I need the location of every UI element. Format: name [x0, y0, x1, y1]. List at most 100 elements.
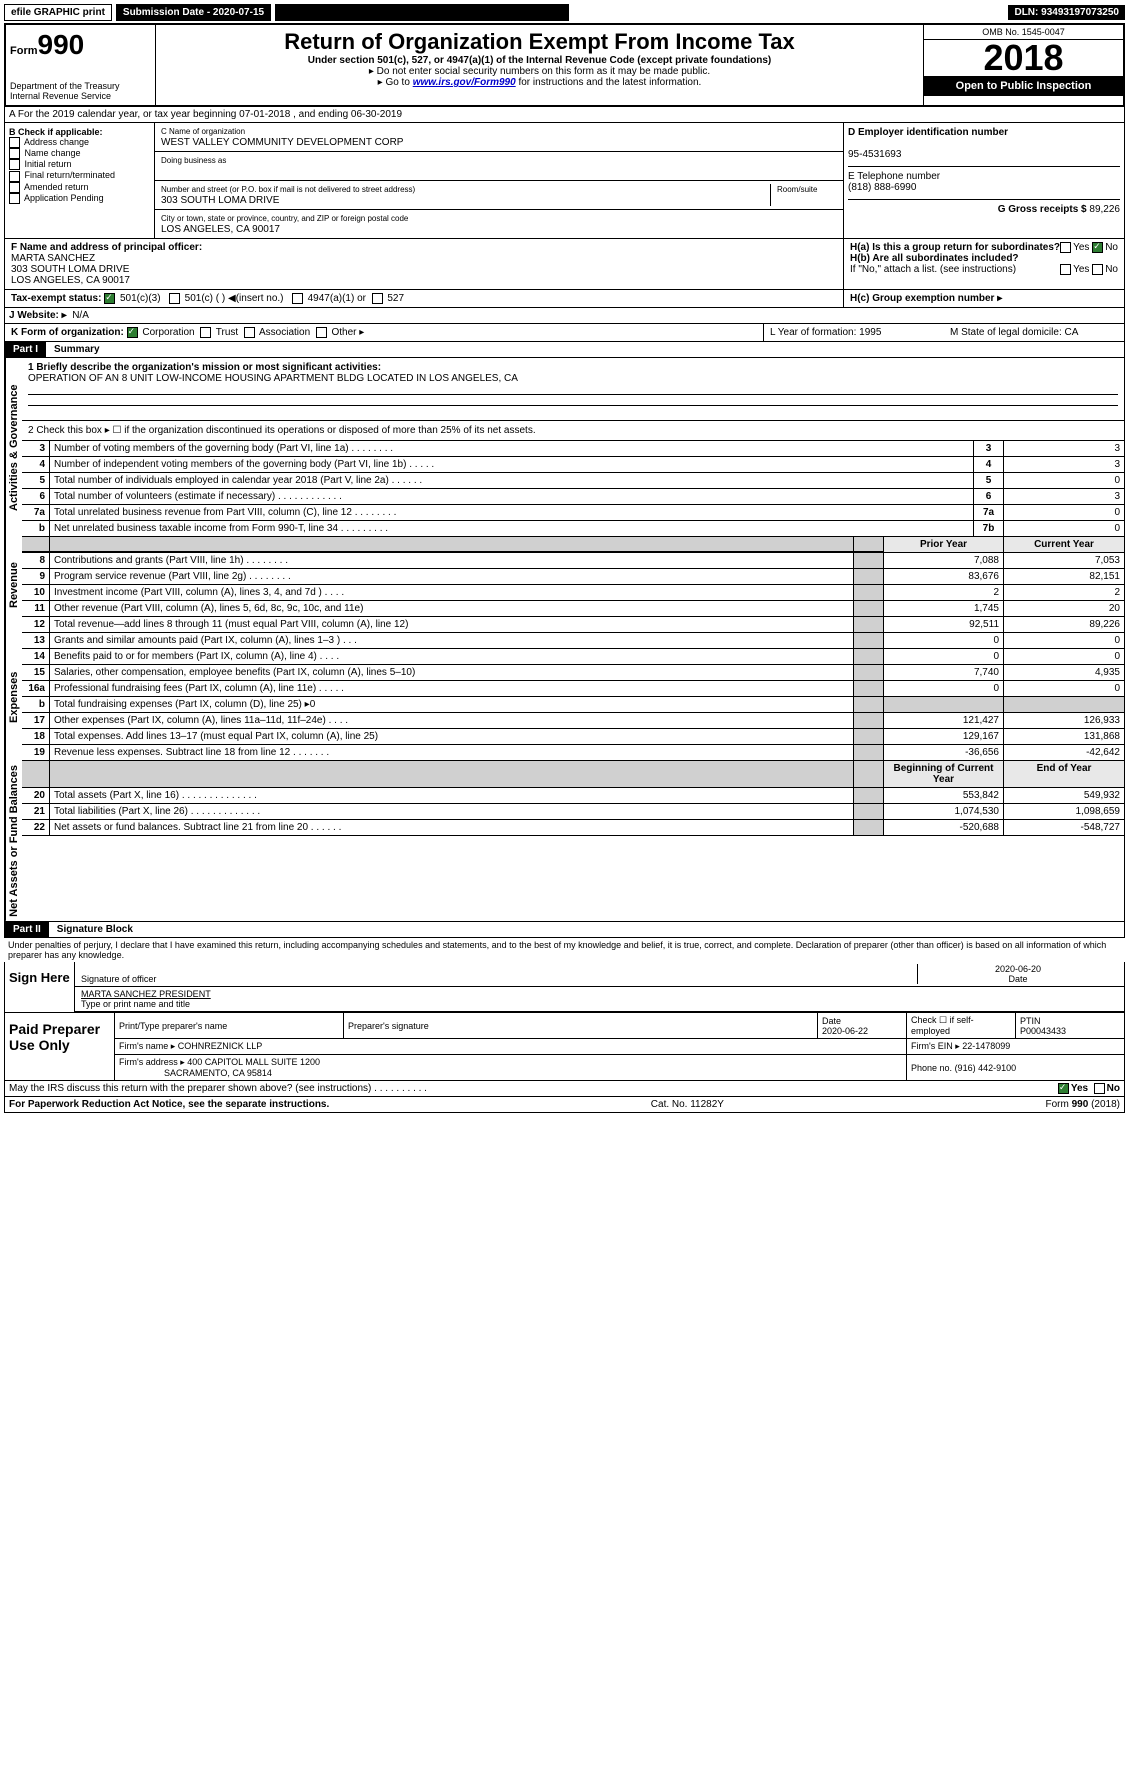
submission-date-button[interactable]: Submission Date - 2020-07-15	[116, 4, 271, 21]
box-h: H(a) Is this a group return for subordin…	[844, 239, 1124, 289]
part2-header: Part II	[5, 922, 49, 937]
checkbox-discuss-no[interactable]	[1094, 1083, 1105, 1094]
efile-button[interactable]: efile GRAPHIC print	[4, 4, 112, 21]
form-subtitle: Under section 501(c), 527, or 4947(a)(1)…	[160, 55, 919, 66]
header-left: Form990 Department of the Treasury Inter…	[6, 25, 156, 105]
net-header-row: Beginning of Current Year End of Year	[22, 761, 1124, 788]
line-row: 13Grants and similar amounts paid (Part …	[22, 633, 1124, 649]
q1-answer: OPERATION OF AN 8 UNIT LOW-INCOME HOUSIN…	[28, 373, 518, 384]
line-row: bTotal fundraising expenses (Part IX, co…	[22, 697, 1124, 713]
box-f-label: F Name and address of principal officer:	[11, 242, 202, 253]
begin-year-header: Beginning of Current Year	[884, 761, 1004, 788]
checkbox-hb-yes[interactable]	[1060, 264, 1071, 275]
line-row: 18Total expenses. Add lines 13–17 (must …	[22, 729, 1124, 745]
checkbox-initial-return[interactable]	[9, 159, 20, 170]
line-row: 19Revenue less expenses. Subtract line 1…	[22, 745, 1124, 761]
box-l: L Year of formation: 1995	[764, 324, 944, 341]
checkbox-hb-no[interactable]	[1092, 264, 1103, 275]
current-year-header: Current Year	[1004, 537, 1124, 553]
net-assets-section: Net Assets or Fund Balances Beginning of…	[4, 761, 1125, 922]
sig-officer-label: Signature of officer	[81, 974, 156, 984]
checkbox-501c[interactable]	[169, 293, 180, 304]
firm-phone-label: Phone no.	[911, 1063, 952, 1073]
line-row: bNet unrelated business taxable income f…	[22, 521, 1124, 537]
prior-year-header: Prior Year	[884, 537, 1004, 553]
line-row: 8Contributions and grants (Part VIII, li…	[22, 553, 1124, 569]
box-hc: H(c) Group exemption number ▸	[850, 293, 1002, 304]
checkbox-501c3[interactable]	[104, 293, 115, 304]
line-row: 3Number of voting members of the governi…	[22, 441, 1124, 457]
line-row: 9Program service revenue (Part VIII, lin…	[22, 569, 1124, 585]
part1-header: Part I	[5, 342, 46, 357]
governance-section: Activities & Governance 1 Briefly descri…	[4, 358, 1125, 537]
expenses-label: Expenses	[5, 633, 22, 761]
dln-label: DLN: 93493197073250	[1008, 5, 1125, 20]
form-note-2: ▸ Go to www.irs.gov/Form990 for instruct…	[160, 77, 919, 88]
part2-title: Signature Block	[49, 922, 141, 937]
part1-header-row: Part I Summary	[4, 342, 1125, 358]
officer-addr1: 303 SOUTH LOMA DRIVE	[11, 264, 129, 275]
line-row: 5Total number of individuals employed in…	[22, 473, 1124, 489]
part2-header-row: Part II Signature Block	[4, 922, 1125, 938]
firm-addr1: 400 CAPITOL MALL SUITE 1200	[187, 1057, 320, 1067]
signature-block: Sign Here Signature of officer 2020-06-2…	[4, 962, 1125, 1013]
checkbox-assoc[interactable]	[244, 327, 255, 338]
expenses-section: Expenses 13Grants and similar amounts pa…	[4, 633, 1125, 761]
line-row: 20Total assets (Part X, line 16) . . . .…	[22, 788, 1124, 804]
checkbox-amended[interactable]	[9, 182, 20, 193]
checkbox-ha-no[interactable]	[1092, 242, 1103, 253]
line-row: 10Investment income (Part VIII, column (…	[22, 585, 1124, 601]
section-a: A For the 2019 calendar year, or tax yea…	[4, 107, 1125, 123]
phone-label: E Telephone number	[848, 171, 940, 182]
name-label: C Name of organization	[161, 127, 245, 136]
governance-label: Activities & Governance	[5, 358, 22, 537]
header-center: Return of Organization Exempt From Incom…	[156, 25, 923, 105]
officer-addr2: LOS ANGELES, CA 90017	[11, 275, 130, 286]
dba-label: Doing business as	[161, 156, 226, 165]
gross-value: 89,226	[1089, 204, 1120, 215]
line-row: 6Total number of volunteers (estimate if…	[22, 489, 1124, 505]
room-label: Room/suite	[777, 185, 817, 194]
checkbox-trust[interactable]	[200, 327, 211, 338]
firm-ein: 22-1478099	[962, 1041, 1010, 1051]
box-f: F Name and address of principal officer:…	[5, 239, 844, 289]
tax-exempt-label: Tax-exempt status:	[11, 293, 101, 304]
open-public-label: Open to Public Inspection	[924, 76, 1123, 96]
line-row: 15Salaries, other compensation, employee…	[22, 665, 1124, 681]
box-b: B Check if applicable: Address change Na…	[5, 123, 155, 238]
firm-ein-label: Firm's EIN ▸	[911, 1041, 960, 1051]
sign-here-label: Sign Here	[5, 962, 75, 1012]
form-header: Form990 Department of the Treasury Inter…	[4, 23, 1125, 107]
gross-label: G Gross receipts $	[998, 204, 1087, 215]
sig-date: 2020-06-20	[995, 964, 1041, 974]
preparer-block: Paid Preparer Use Only Print/Type prepar…	[4, 1013, 1125, 1081]
end-year-header: End of Year	[1004, 761, 1124, 788]
checkbox-pending[interactable]	[9, 193, 20, 204]
box-k-label: K Form of organization:	[11, 327, 124, 338]
revenue-section: Revenue Prior Year Current Year 8Contrib…	[4, 537, 1125, 633]
checkbox-4947[interactable]	[292, 293, 303, 304]
firm-name: COHNREZNICK LLP	[178, 1041, 263, 1051]
checkbox-corp[interactable]	[127, 327, 138, 338]
prep-name-label: Print/Type preparer's name	[119, 1021, 227, 1031]
checkbox-address-change[interactable]	[9, 137, 20, 148]
self-employed-check[interactable]: Check ☐ if self-employed	[911, 1015, 974, 1036]
checkbox-discuss-yes[interactable]	[1058, 1083, 1069, 1094]
ein-value: 95-4531693	[848, 149, 901, 160]
checkbox-name-change[interactable]	[9, 148, 20, 159]
city-label: City or town, state or province, country…	[161, 214, 408, 223]
ptin-label: PTIN	[1020, 1016, 1041, 1026]
line-row: 22Net assets or fund balances. Subtract …	[22, 820, 1124, 836]
section-fh: F Name and address of principal officer:…	[4, 239, 1125, 290]
checkbox-527[interactable]	[372, 293, 383, 304]
tax-year: 2018	[924, 40, 1123, 76]
irs-link[interactable]: www.irs.gov/Form990	[413, 77, 516, 88]
q2-text: 2 Check this box ▸ ☐ if the organization…	[22, 421, 1124, 441]
ptin-value: P00043433	[1020, 1026, 1066, 1036]
checkbox-ha-yes[interactable]	[1060, 242, 1071, 253]
checkbox-final-return[interactable]	[9, 171, 20, 182]
form-title: Return of Organization Exempt From Incom…	[160, 29, 919, 55]
officer-name-sig: MARTA SANCHEZ PRESIDENT	[81, 989, 211, 999]
org-city: LOS ANGELES, CA 90017	[161, 224, 280, 235]
checkbox-other[interactable]	[316, 327, 327, 338]
